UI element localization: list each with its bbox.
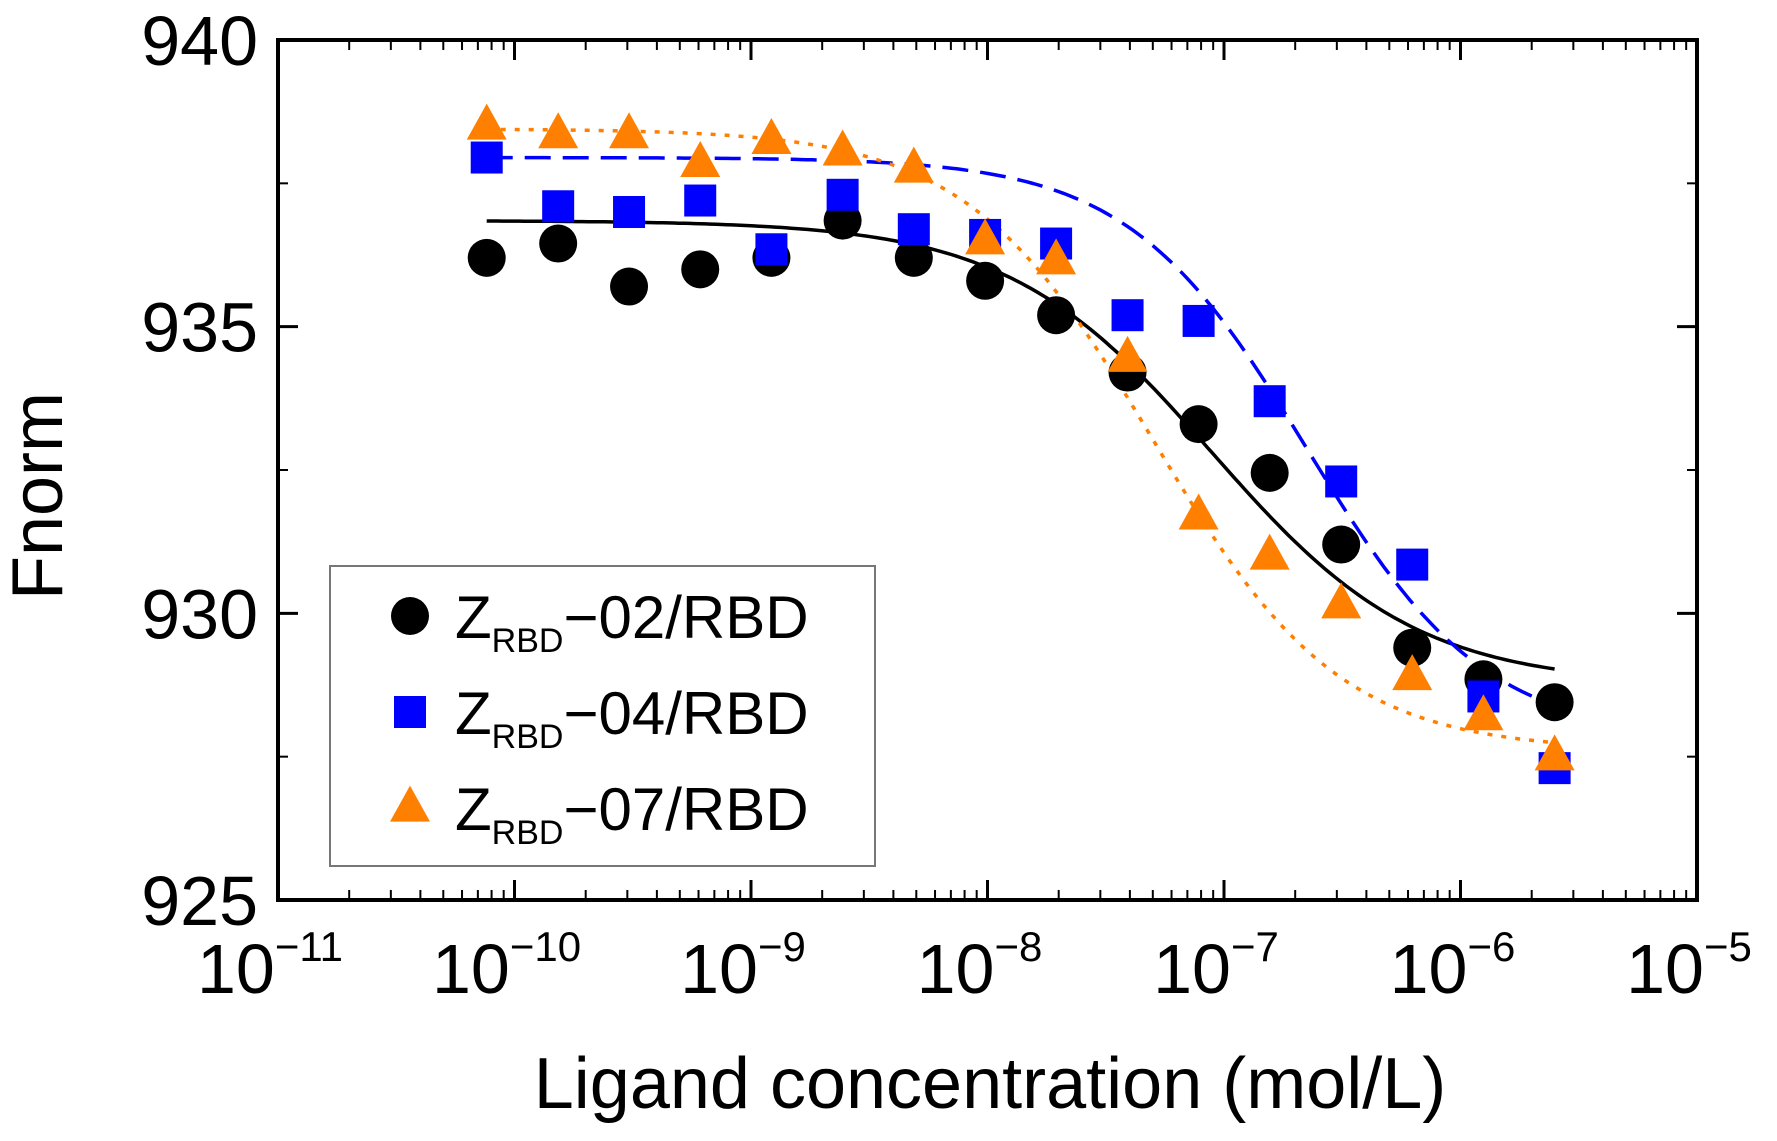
data-point-triangle xyxy=(1321,582,1362,619)
data-point-triangle xyxy=(680,140,721,177)
data-point-square xyxy=(613,196,646,228)
data-point-square xyxy=(470,141,503,174)
legend: ZRBD−02/RBD ZRBD−04/RBD ZRBD−07/RBD xyxy=(329,565,876,867)
y-tick-label: 925 xyxy=(141,862,258,940)
data-point-circle xyxy=(823,201,862,240)
x-tick-label: 10−9 xyxy=(680,923,806,1008)
data-point-circle xyxy=(467,238,506,277)
data-point-triangle xyxy=(822,129,863,166)
fit-curve-circle xyxy=(486,219,1555,671)
x-tick-label: 10−7 xyxy=(1153,923,1279,1008)
legend-label: ZRBD−07/RBD xyxy=(455,776,809,852)
legend-marker-circle xyxy=(391,597,429,635)
data-point-circle xyxy=(1322,525,1361,564)
data-point-square xyxy=(1325,465,1358,498)
data-point-circle xyxy=(894,238,933,277)
data-point-triangle xyxy=(1534,734,1575,771)
legend-marker-square xyxy=(394,696,426,728)
data-point-circle xyxy=(539,224,578,263)
data-point-triangle xyxy=(609,112,650,149)
x-tick-label: 10−8 xyxy=(917,923,1043,1008)
data-point-triangle xyxy=(1249,533,1290,570)
x-axis-title: Ligand concentration (mol/L) xyxy=(534,1044,1447,1124)
x-tick-label: 10−10 xyxy=(432,923,581,1008)
data-point-square xyxy=(826,178,859,211)
data-point-triangle xyxy=(1036,238,1077,275)
data-point-circle xyxy=(1037,296,1076,335)
data-point-triangle xyxy=(1178,493,1219,530)
data-point-triangle xyxy=(1107,335,1148,372)
fit-curve-square xyxy=(486,155,1556,707)
fit-curves xyxy=(486,127,1556,745)
fit-curve-triangle xyxy=(486,127,1555,745)
data-point-square xyxy=(1111,299,1144,332)
data-point-circle xyxy=(681,250,720,289)
legend-label: ZRBD−02/RBD xyxy=(455,584,809,660)
y-tick-label: 935 xyxy=(141,289,258,367)
data-point-square xyxy=(897,213,930,246)
y-axis-title: Fnorm xyxy=(0,392,78,600)
data-point-triangle xyxy=(538,112,579,149)
data-point-circle xyxy=(610,267,649,306)
x-tick-label: 10−6 xyxy=(1390,923,1516,1008)
data-point-triangle xyxy=(965,218,1006,255)
data-point-triangle xyxy=(466,103,507,140)
data-point-circle xyxy=(1535,683,1574,722)
data-point-square xyxy=(1182,304,1215,337)
data-point-circle xyxy=(966,261,1005,300)
data-point-triangle xyxy=(1392,654,1433,691)
data-point-circle xyxy=(1179,405,1218,444)
y-tick-label: 940 xyxy=(141,2,258,80)
x-tick-label: 10−5 xyxy=(1626,923,1752,1008)
data-point-triangle xyxy=(893,146,934,183)
data-points xyxy=(466,103,1575,785)
data-point-square xyxy=(542,190,575,223)
data-point-square xyxy=(1396,548,1429,581)
data-point-triangle xyxy=(751,118,792,155)
legend-marker-triangle xyxy=(390,785,430,822)
axes: 10−11 10−10 10−9 10−8 10−7 10−6 10−5 925 930 935 9… xyxy=(141,2,1752,1008)
data-point-triangle xyxy=(1463,694,1504,731)
legend-label: ZRBD−04/RBD xyxy=(455,680,809,756)
x-tick-label: 10−11 xyxy=(197,923,343,1008)
data-point-square xyxy=(684,184,717,217)
data-point-square xyxy=(1253,385,1286,418)
y-tick-label: 930 xyxy=(141,575,258,653)
data-point-circle xyxy=(1393,628,1432,667)
data-point-circle xyxy=(1250,453,1289,492)
data-point-square xyxy=(755,233,788,266)
